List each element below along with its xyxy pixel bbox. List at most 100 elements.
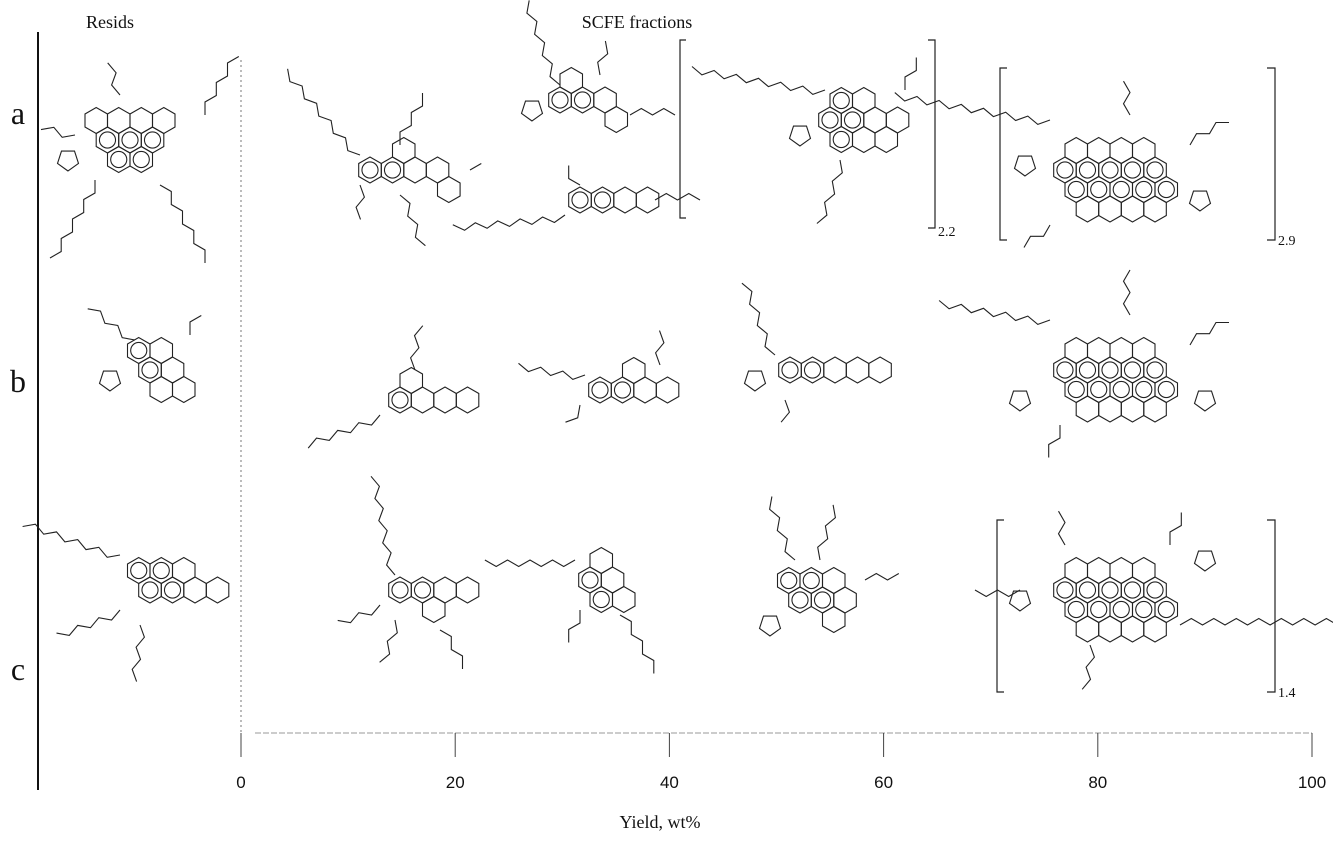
ring: [1120, 615, 1145, 643]
thiophene: [758, 615, 782, 637]
ring: [171, 556, 196, 585]
ring: [1098, 395, 1122, 423]
ring: [845, 356, 870, 384]
alkyl-chain: [131, 624, 146, 682]
alkyl-chain: [337, 604, 381, 624]
alkyl-chain: [49, 180, 96, 259]
aromatic-circle: [130, 341, 148, 360]
thiophene: [1008, 590, 1032, 612]
thiophene: [520, 100, 544, 122]
ring: [205, 576, 230, 604]
alkyl-chain: [439, 629, 464, 669]
bracket: [999, 67, 1007, 241]
ring: [425, 156, 450, 184]
molecule: [452, 165, 701, 231]
aromatic-circle: [1112, 380, 1130, 399]
aromatic-circle: [551, 91, 569, 109]
alkyl-chain: [469, 163, 482, 171]
ring: [1143, 195, 1167, 223]
ring: [1086, 556, 1111, 585]
ring: [885, 106, 910, 134]
ring: [1131, 336, 1156, 365]
ring: [433, 386, 457, 414]
ring: [1131, 556, 1156, 585]
ring: [1120, 395, 1145, 423]
aromatic-circle: [98, 131, 117, 149]
aromatic-circle: [1056, 161, 1074, 179]
thiophene: [743, 370, 767, 392]
aromatic-circle: [110, 150, 128, 169]
aromatic-circle: [813, 591, 832, 609]
thiophene: [1188, 190, 1212, 212]
alkyl-chain: [769, 496, 796, 561]
ring: [1075, 395, 1100, 423]
alkyl-chain: [619, 614, 655, 674]
aromatic-circle: [163, 581, 182, 599]
bracket: [1267, 67, 1276, 241]
ring: [129, 145, 154, 174]
scfe-header: SCFE fractions: [582, 12, 693, 32]
aromatic-circle: [1067, 180, 1085, 199]
alkyl-chain: [1122, 80, 1131, 116]
ring: [1064, 556, 1089, 585]
alkyl-chain: [894, 92, 1051, 126]
aromatic-circle: [130, 561, 148, 580]
aromatic-circle: [143, 131, 162, 149]
alkyl-chain: [370, 475, 396, 576]
ring: [868, 356, 892, 384]
ring: [1109, 556, 1134, 585]
ring: [1075, 615, 1100, 643]
aromatic-circle: [1135, 380, 1153, 399]
ring: [559, 66, 584, 95]
alkyl-chain: [379, 619, 398, 663]
ring: [1064, 136, 1089, 165]
aromatic-circle: [1123, 361, 1142, 379]
aromatic-circle: [593, 191, 612, 209]
thiophene: [98, 370, 122, 392]
ring: [149, 375, 174, 404]
ring: [410, 386, 435, 414]
ring: [621, 356, 646, 385]
ring: [455, 576, 480, 604]
aromatic-circle: [843, 111, 862, 129]
aromatic-circle: [1101, 161, 1119, 179]
ring: [821, 566, 846, 595]
aromatic-circle: [1090, 600, 1108, 619]
subscript: 2.2: [938, 225, 956, 240]
aromatic-circle: [832, 91, 850, 110]
ring: [874, 125, 899, 154]
ring: [1098, 195, 1122, 223]
alkyl-chain: [204, 56, 240, 115]
molecule: [974, 510, 1333, 690]
alkyl-chain: [1122, 269, 1131, 316]
ring: [635, 186, 660, 214]
aromatic-circle: [141, 361, 159, 379]
ring: [851, 86, 876, 115]
alkyl-chain: [565, 404, 581, 423]
molecule: [484, 546, 655, 674]
ring: [633, 376, 657, 404]
aromatic-circle: [132, 150, 150, 169]
aromatic-circle: [613, 381, 632, 399]
ring: [129, 106, 154, 135]
ring: [106, 106, 131, 135]
alkyl-chain: [1189, 121, 1229, 146]
alkyl-chain: [938, 300, 1051, 326]
aromatic-circle: [1078, 581, 1097, 599]
molecule: [520, 0, 676, 134]
aromatic-circle: [791, 591, 809, 609]
molecule: [894, 80, 1229, 248]
alkyl-chain: [816, 159, 843, 224]
structures: [22, 0, 1333, 690]
ring: [593, 86, 617, 114]
aromatic-circle: [1157, 600, 1175, 619]
alkyl-chain: [904, 57, 917, 90]
ring: [455, 386, 480, 414]
alkyl-chain: [691, 66, 826, 96]
tick-label: 20: [446, 773, 465, 792]
bracket: [1267, 519, 1276, 693]
aromatic-circle: [1101, 361, 1119, 379]
alkyl-chain: [597, 40, 609, 76]
row-label: c: [11, 651, 25, 687]
